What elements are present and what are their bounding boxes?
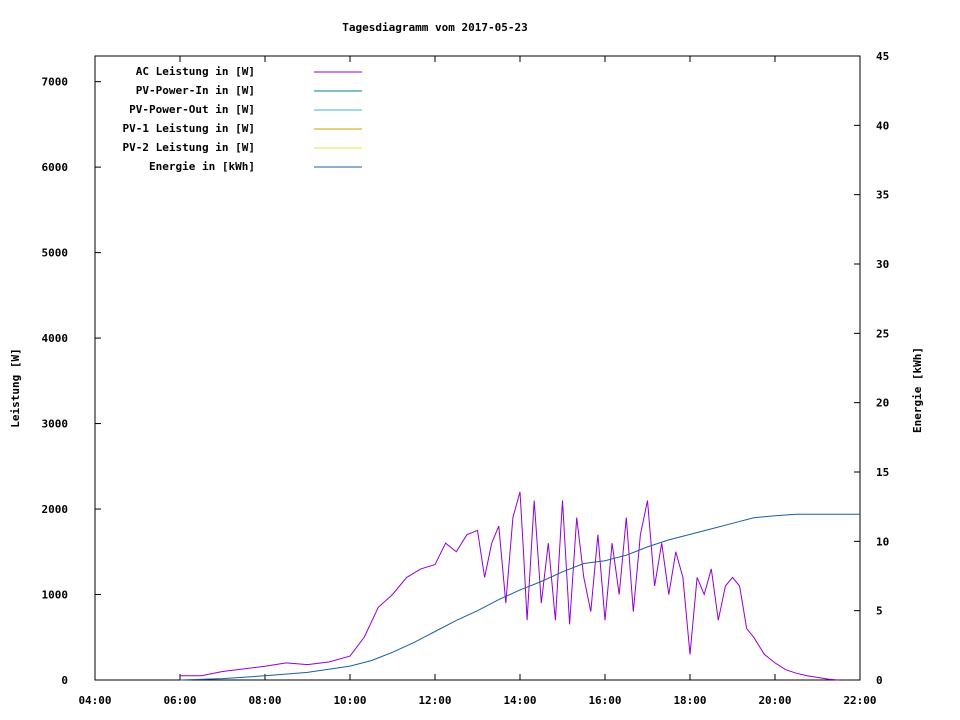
y2-tick-label: 10 xyxy=(876,535,889,548)
plot-frame xyxy=(94,55,861,681)
x-tick-label: 10:00 xyxy=(333,694,366,707)
y2-axis-label: Energie [kWh] xyxy=(911,347,924,433)
y2-tick-label: 5 xyxy=(876,605,883,618)
x-axis: 04:00 06:00 08:00 10:00 12:00 14:00 16:00 18:00… xyxy=(78,56,877,707)
chart-title: Tagesdiagramm vom 2017-05-23 xyxy=(342,21,527,34)
y-tick-label: 3000 xyxy=(42,418,69,431)
y-tick-label: 5000 xyxy=(42,247,69,260)
y-tick-label: 7000 xyxy=(42,76,69,89)
y-axis-right: 0 5 10 15 20 25 30 35 40 45 xyxy=(854,50,889,687)
y2-tick-label: 35 xyxy=(876,189,889,202)
y2-tick-label: 20 xyxy=(876,397,889,410)
legend-label: PV-Power-Out in [W] xyxy=(129,103,255,116)
series-line-0 xyxy=(180,491,839,681)
legend: AC Leistung in [W] PV-Power-In in [W] PV-P… xyxy=(123,65,362,173)
y2-tick-label: 0 xyxy=(876,674,883,687)
legend-label: PV-1 Leistung in [W] xyxy=(123,122,255,135)
y2-tick-label: 30 xyxy=(876,258,889,271)
x-tick-label: 08:00 xyxy=(248,694,281,707)
y-tick-label: 4000 xyxy=(42,332,69,345)
x-tick-label: 04:00 xyxy=(78,694,111,707)
y-axis-label: Leistung [W] xyxy=(9,348,22,427)
series-layer xyxy=(179,491,860,681)
y2-tick-label: 40 xyxy=(876,119,889,132)
y-tick-label: 6000 xyxy=(42,161,69,174)
series-line-5 xyxy=(179,513,860,681)
y-axis-left: 0 1000 2000 3000 4000 5000 6000 7000 xyxy=(42,76,101,687)
y2-tick-label: 15 xyxy=(876,466,889,479)
x-tick-label: 12:00 xyxy=(418,694,451,707)
x-tick-label: 16:00 xyxy=(588,694,621,707)
y-tick-label: 1000 xyxy=(42,589,69,602)
x-tick-label: 18:00 xyxy=(673,694,706,707)
legend-label: PV-2 Leistung in [W] xyxy=(123,141,255,154)
legend-label: Energie in [kWh] xyxy=(149,160,255,173)
x-tick-label: 22:00 xyxy=(843,694,876,707)
legend-label: AC Leistung in [W] xyxy=(136,65,255,78)
y-tick-label: 2000 xyxy=(42,503,69,516)
y-tick-label: 0 xyxy=(61,674,68,687)
x-tick-label: 14:00 xyxy=(503,694,536,707)
y2-tick-label: 25 xyxy=(876,327,889,340)
x-tick-label: 20:00 xyxy=(758,694,791,707)
x-tick-label: 06:00 xyxy=(163,694,196,707)
y2-tick-label: 45 xyxy=(876,50,889,63)
legend-label: PV-Power-In in [W] xyxy=(136,84,255,97)
